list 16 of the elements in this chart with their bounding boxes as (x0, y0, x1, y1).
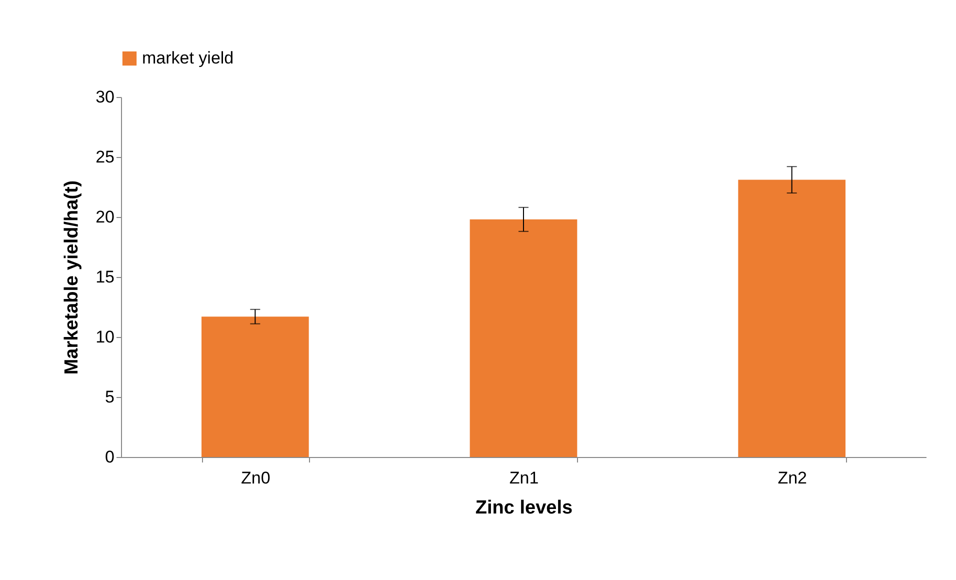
bar (202, 316, 309, 457)
y-tick-label: 10 (96, 328, 114, 346)
y-tick-label: 0 (105, 448, 114, 466)
bar (738, 180, 846, 457)
x-axis-title: Zinc levels (475, 498, 573, 518)
y-tick-label: 20 (96, 208, 114, 226)
x-tick-label: Zn2 (778, 468, 807, 488)
legend-label: market yield (142, 48, 234, 68)
bar (470, 219, 578, 457)
y-tick-label: 15 (96, 268, 114, 286)
x-tick-label: Zn1 (509, 468, 539, 488)
y-axis-title: Marketable yield/ha(t) (62, 180, 83, 375)
y-tick-label: 30 (96, 88, 114, 106)
y-tick-label: 25 (96, 148, 114, 166)
y-tick-label: 5 (105, 388, 114, 406)
x-tick-label: Zn0 (241, 468, 270, 488)
